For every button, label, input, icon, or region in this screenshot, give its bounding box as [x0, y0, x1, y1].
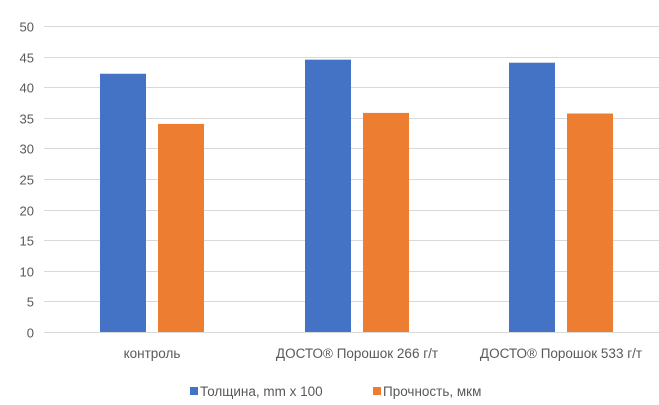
- y-axis: 0 5 10 15 20 25 30 35 40 45 50: [20, 20, 34, 341]
- y-tick-label: 0: [27, 326, 34, 341]
- x-axis: контроль ДОСТО® Порошок 266 г/т ДОСТО® Пор…: [124, 346, 642, 361]
- y-tick-label: 20: [20, 204, 34, 219]
- y-tick-label: 50: [20, 20, 34, 35]
- bar-strength-1: [363, 112, 409, 333]
- y-tick-label: 45: [20, 51, 34, 66]
- y-tick-label: 15: [20, 234, 34, 249]
- gridlines: [44, 26, 659, 333]
- bar-strength-0: [158, 123, 204, 332]
- y-tick-label: 35: [20, 112, 34, 127]
- legend-label: Толщина, mm x 100: [200, 384, 323, 399]
- y-tick-label: 10: [20, 265, 34, 280]
- bar-thickness-0: [100, 73, 146, 333]
- y-tick-label: 25: [20, 173, 34, 188]
- y-tick-label: 40: [20, 81, 34, 96]
- legend-swatch: [190, 387, 198, 395]
- y-tick-label: 5: [27, 295, 34, 310]
- x-category-label: контроль: [124, 346, 181, 361]
- x-category-label: ДОСТО® Порошок 533 г/т: [480, 346, 642, 361]
- bars: [100, 59, 613, 333]
- legend-label: Прочность, мкм: [383, 384, 481, 399]
- y-tick-label: 30: [20, 142, 34, 157]
- bar-strength-2: [567, 113, 613, 333]
- bar-thickness-1: [305, 59, 351, 332]
- legend: Толщина, mm x 100 Прочность, мкм: [190, 384, 481, 399]
- bar-thickness-2: [509, 62, 555, 332]
- x-category-label: ДОСТО® Порошок 266 г/т: [276, 346, 438, 361]
- legend-swatch: [373, 387, 381, 395]
